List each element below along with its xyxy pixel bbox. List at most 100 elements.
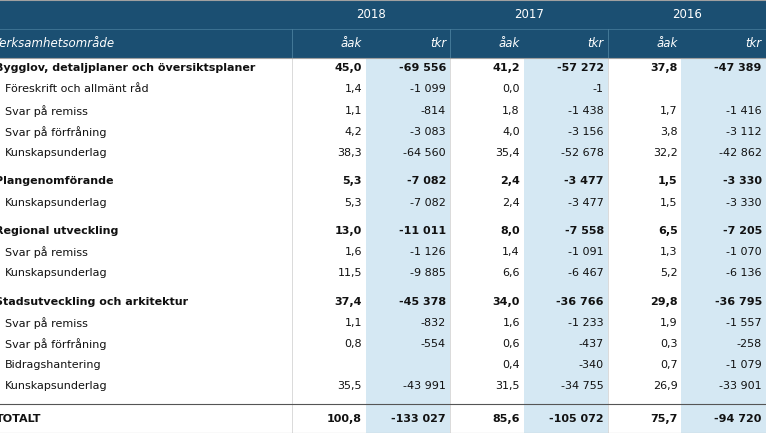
- Bar: [365, 192, 450, 213]
- Bar: [524, 397, 608, 404]
- Text: 26,9: 26,9: [653, 381, 678, 391]
- Bar: [682, 291, 766, 312]
- Text: 1,1: 1,1: [345, 318, 362, 328]
- Bar: [682, 376, 766, 397]
- Bar: [524, 333, 608, 355]
- Text: -9 885: -9 885: [410, 268, 446, 278]
- Bar: [682, 192, 766, 213]
- Text: 4,0: 4,0: [502, 127, 520, 137]
- Text: 0,7: 0,7: [660, 360, 678, 370]
- Text: -832: -832: [421, 318, 446, 328]
- Text: 1,6: 1,6: [345, 247, 362, 257]
- Text: Svar på förfråning: Svar på förfråning: [5, 126, 106, 138]
- Text: 1,5: 1,5: [660, 197, 678, 207]
- Text: -3 112: -3 112: [726, 127, 761, 137]
- Text: 5,3: 5,3: [342, 176, 362, 186]
- Bar: [365, 291, 450, 312]
- Text: 6,5: 6,5: [658, 226, 678, 236]
- Text: -3 330: -3 330: [726, 197, 761, 207]
- Text: Plangenomförande: Plangenomförande: [0, 176, 114, 186]
- Text: Svar på remiss: Svar på remiss: [5, 317, 87, 329]
- Text: 29,8: 29,8: [650, 297, 678, 307]
- Bar: [682, 79, 766, 100]
- Text: 1,3: 1,3: [660, 247, 678, 257]
- Text: -47 389: -47 389: [715, 63, 761, 73]
- Text: 1,1: 1,1: [345, 106, 362, 116]
- Text: 1,4: 1,4: [502, 247, 520, 257]
- Bar: [682, 213, 766, 220]
- Bar: [365, 333, 450, 355]
- Text: Svar på remiss: Svar på remiss: [5, 246, 87, 258]
- Bar: [0, 404, 766, 433]
- Text: -1 070: -1 070: [726, 247, 761, 257]
- Text: Kunskapsunderlag: Kunskapsunderlag: [5, 148, 107, 158]
- Text: -7 205: -7 205: [722, 226, 761, 236]
- Bar: [0, 58, 766, 79]
- Bar: [365, 213, 450, 220]
- Text: 41,2: 41,2: [493, 63, 520, 73]
- Text: -258: -258: [737, 339, 761, 349]
- Text: -133 027: -133 027: [391, 414, 446, 423]
- Bar: [365, 376, 450, 397]
- Bar: [524, 164, 608, 171]
- Text: 11,5: 11,5: [338, 268, 362, 278]
- Bar: [524, 100, 608, 121]
- Text: 2017: 2017: [514, 8, 544, 21]
- Bar: [365, 397, 450, 404]
- Text: -43 991: -43 991: [403, 381, 446, 391]
- Text: 1,5: 1,5: [658, 176, 678, 186]
- Text: 35,5: 35,5: [338, 381, 362, 391]
- Text: 100,8: 100,8: [327, 414, 362, 423]
- Text: -1 438: -1 438: [568, 106, 604, 116]
- Text: -1 416: -1 416: [726, 106, 761, 116]
- Text: -1 079: -1 079: [726, 360, 761, 370]
- Text: åak: åak: [341, 37, 362, 50]
- Text: -6 136: -6 136: [726, 268, 761, 278]
- Text: 2,4: 2,4: [502, 197, 520, 207]
- Bar: [365, 220, 450, 242]
- Text: -3 477: -3 477: [568, 197, 604, 207]
- Text: 1,4: 1,4: [345, 84, 362, 94]
- Text: -3 083: -3 083: [411, 127, 446, 137]
- Bar: [365, 242, 450, 263]
- Bar: [0, 312, 766, 333]
- Bar: [0, 142, 766, 164]
- Text: 0,3: 0,3: [660, 339, 678, 349]
- Text: 5,2: 5,2: [660, 268, 678, 278]
- Bar: [365, 164, 450, 171]
- Text: Stadsutveckling och arkitektur: Stadsutveckling och arkitektur: [0, 297, 188, 307]
- Text: -1 233: -1 233: [568, 318, 604, 328]
- Text: 34,0: 34,0: [493, 297, 520, 307]
- Bar: [365, 312, 450, 333]
- Text: Regional utveckling: Regional utveckling: [0, 226, 119, 236]
- Text: Verksamhetsområde: Verksamhetsområde: [0, 37, 114, 50]
- Bar: [0, 376, 766, 397]
- Bar: [524, 312, 608, 333]
- Bar: [682, 263, 766, 284]
- Bar: [0, 0, 766, 29]
- Bar: [524, 242, 608, 263]
- Text: 6,6: 6,6: [502, 268, 520, 278]
- Text: Bidragshantering: Bidragshantering: [5, 360, 101, 370]
- Text: -42 862: -42 862: [719, 148, 761, 158]
- Text: -814: -814: [421, 106, 446, 116]
- Text: -105 072: -105 072: [549, 414, 604, 423]
- Text: 4,2: 4,2: [345, 127, 362, 137]
- Text: tkr: tkr: [430, 37, 446, 50]
- Text: Svar på förfråning: Svar på förfråning: [5, 338, 106, 350]
- Text: 0,6: 0,6: [502, 339, 520, 349]
- Text: 1,8: 1,8: [502, 106, 520, 116]
- Text: -94 720: -94 720: [715, 414, 761, 423]
- Bar: [365, 100, 450, 121]
- Text: 85,6: 85,6: [493, 414, 520, 423]
- Bar: [365, 79, 450, 100]
- Bar: [524, 142, 608, 164]
- Text: 0,4: 0,4: [502, 360, 520, 370]
- Bar: [0, 29, 766, 58]
- Text: -7 558: -7 558: [565, 226, 604, 236]
- Text: -1: -1: [593, 84, 604, 94]
- Text: -7 082: -7 082: [410, 197, 446, 207]
- Text: 2018: 2018: [356, 8, 386, 21]
- Text: 3,8: 3,8: [660, 127, 678, 137]
- Bar: [682, 171, 766, 192]
